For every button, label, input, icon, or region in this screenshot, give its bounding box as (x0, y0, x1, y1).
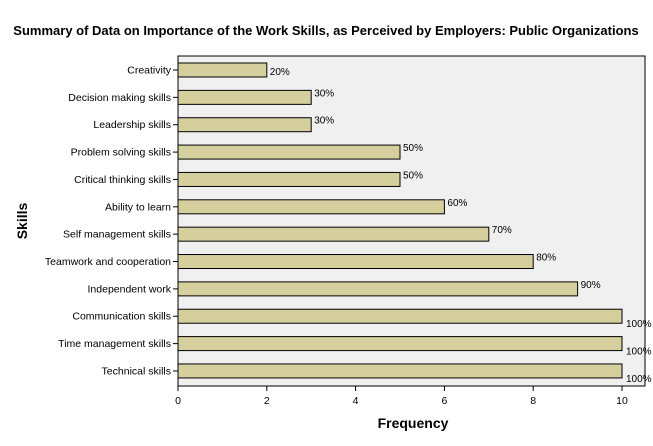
category-label: Creativity (127, 65, 172, 77)
x-axis-ticks: 0 2 4 6 8 10 (175, 386, 628, 407)
category-label: Critical thinking skills (74, 174, 171, 186)
data-label: 30% (314, 116, 334, 127)
bar (177, 281, 579, 297)
bar (177, 62, 268, 78)
bar (177, 89, 312, 105)
category-label: Technical skills (102, 365, 171, 377)
category-label: Teamwork and cooperation (45, 256, 171, 268)
data-label: 60% (447, 198, 467, 209)
bar (177, 363, 623, 379)
bar (177, 171, 401, 187)
x-tick-label: 0 (175, 395, 181, 407)
bar (177, 199, 445, 215)
data-label: 90% (581, 280, 601, 291)
data-label: 70% (492, 225, 512, 236)
category-label: Decision making skills (68, 92, 171, 104)
bars-layer (177, 62, 623, 379)
category-label: Independent work (88, 283, 172, 295)
data-labels: 20% 30% 30% 50% 50% 60% 70% 80% 90% 100% 100% 100% (270, 67, 652, 385)
data-label: 80% (536, 253, 556, 264)
bar (177, 336, 623, 352)
category-label: Time management skills (58, 338, 171, 350)
data-label: 100% (626, 347, 652, 358)
bar (177, 144, 401, 160)
category-label: Problem solving skills (71, 147, 171, 159)
data-label: 30% (314, 88, 334, 99)
category-label: Communication skills (72, 311, 171, 323)
x-tick-label: 6 (441, 395, 447, 407)
plot-area (177, 55, 646, 387)
x-axis-title: Frequency (378, 415, 449, 431)
x-tick-label: 2 (264, 395, 270, 407)
data-label: 100% (626, 319, 652, 330)
data-label: 100% (626, 374, 652, 385)
y-axis-title: Skills (14, 203, 30, 240)
category-label: Ability to learn (105, 201, 171, 213)
x-tick-label: 10 (616, 395, 628, 407)
category-label: Self management skills (63, 229, 171, 241)
category-label: Leadership skills (93, 119, 171, 131)
bar (177, 226, 490, 242)
data-label: 50% (403, 143, 423, 154)
x-tick-label: 4 (353, 395, 359, 407)
bar (177, 117, 312, 133)
bar (177, 308, 623, 324)
x-tick-label: 8 (530, 395, 536, 407)
chart-title: Summary of Data on Importance of the Wor… (13, 23, 638, 38)
bar (177, 254, 534, 270)
data-label: 50% (403, 170, 423, 181)
category-labels: Creativity Decision making skills Leadersh… (45, 65, 178, 377)
data-label: 20% (270, 67, 290, 78)
